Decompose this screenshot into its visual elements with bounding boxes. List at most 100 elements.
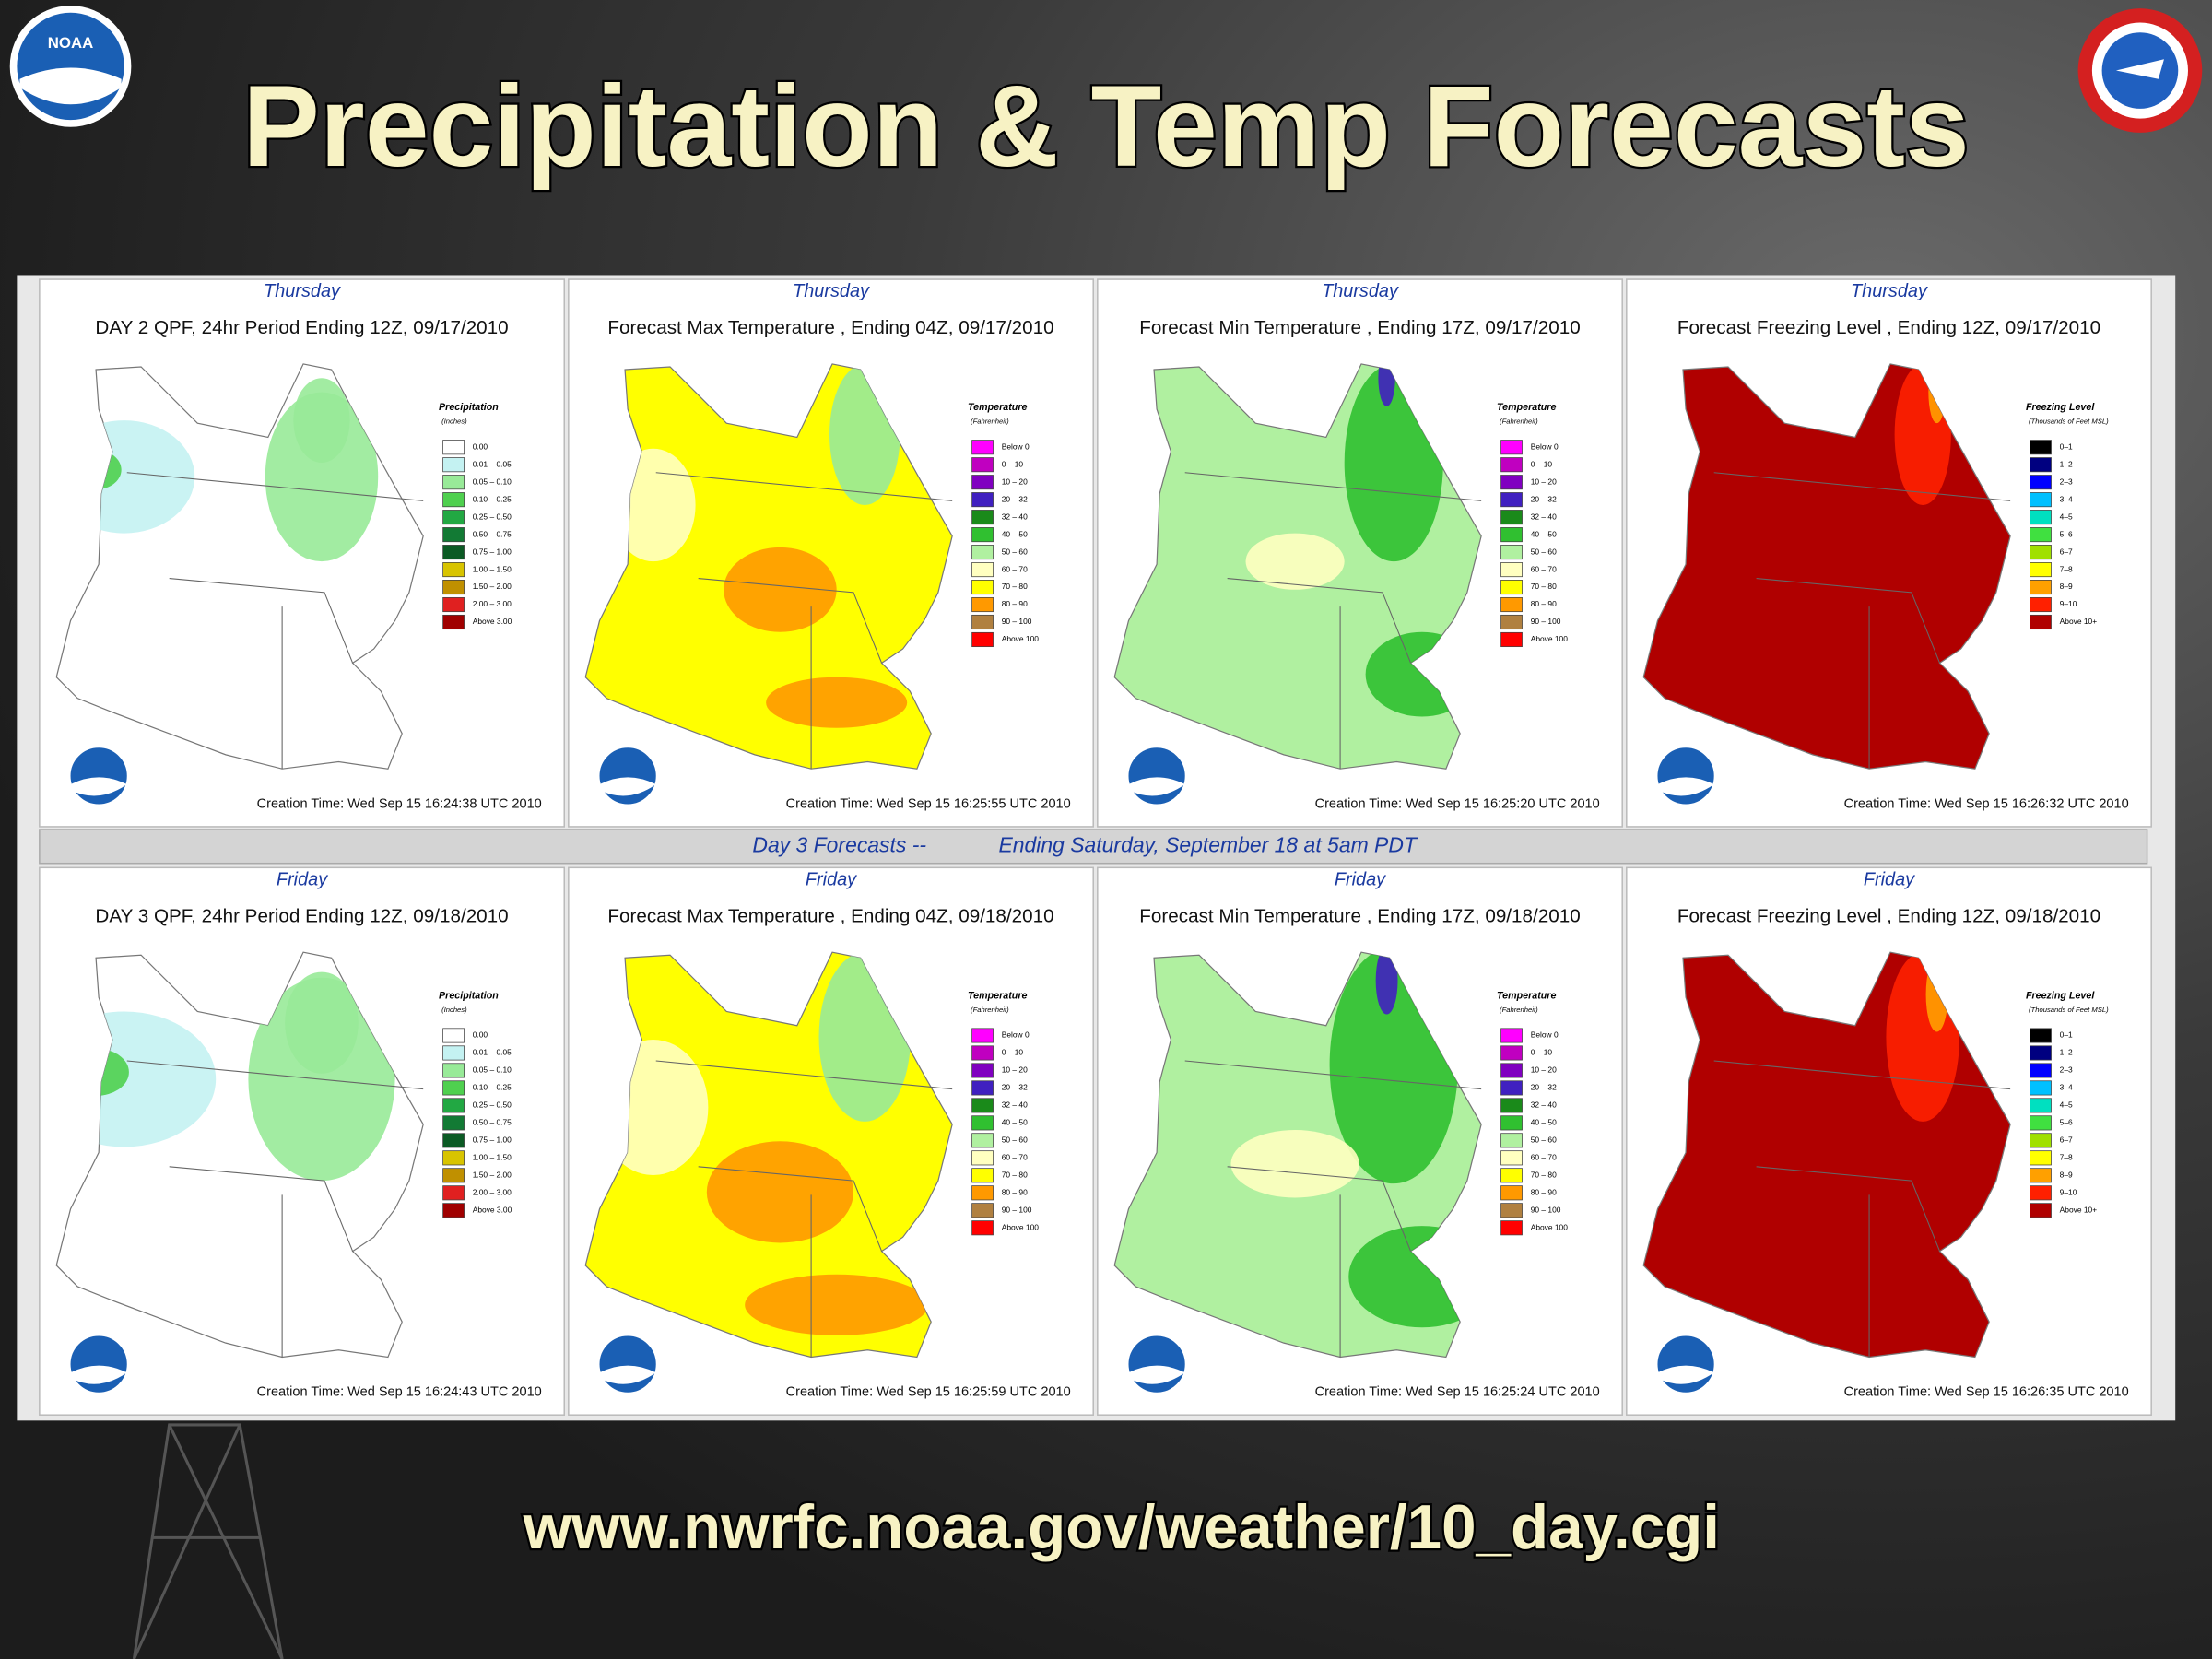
forecast-panel: Friday Forecast Freezing Level , Ending 1… bbox=[1626, 866, 2152, 1416]
legend-swatch bbox=[442, 1115, 465, 1131]
legend-swatch bbox=[2030, 1150, 2052, 1166]
legend-label: 0 – 10 bbox=[1531, 1048, 1553, 1057]
legend-label: 6–7 bbox=[2060, 547, 2073, 556]
legend-label: 70 – 80 bbox=[1531, 582, 1557, 591]
legend-swatch bbox=[1500, 1028, 1523, 1043]
state-border bbox=[126, 472, 424, 770]
legend-label: 4–5 bbox=[2060, 512, 2073, 521]
noaa-badge-bird bbox=[70, 1365, 127, 1384]
legend-swatch bbox=[442, 1098, 465, 1113]
legend-unit: (Fahrenheit) bbox=[971, 418, 1009, 426]
map bbox=[55, 363, 424, 770]
state-border bbox=[1184, 472, 1482, 770]
legend-swatch bbox=[442, 614, 465, 630]
legend-swatch bbox=[971, 580, 994, 595]
legend-swatch bbox=[2030, 562, 2052, 578]
legend-swatch bbox=[971, 1133, 994, 1148]
legend: Temperature (Fahrenheit) Below 0 0 – 10 10 –… bbox=[968, 402, 1039, 648]
legend-swatch bbox=[971, 631, 994, 648]
legend-swatch bbox=[971, 1080, 994, 1096]
legend-label: 80 – 90 bbox=[1531, 599, 1557, 608]
legend-swatch bbox=[971, 1063, 994, 1078]
legend-label: Below 0 bbox=[1002, 1030, 1030, 1040]
legend-label: Below 0 bbox=[1531, 1030, 1559, 1040]
legend-label: 2.00 – 3.00 bbox=[473, 599, 512, 608]
panel-title: DAY 2 QPF, 24hr Period Ending 12Z, 09/17… bbox=[95, 317, 508, 338]
legend-swatch bbox=[1500, 631, 1523, 648]
legend-title: Temperature bbox=[968, 402, 1027, 413]
legend: Temperature (Fahrenheit) Below 0 0 – 10 10 –… bbox=[968, 990, 1040, 1236]
legend-label: 3–4 bbox=[2060, 494, 2073, 503]
map-shade bbox=[265, 392, 379, 562]
map bbox=[584, 363, 953, 770]
legend: Freezing Level (Thousands of Feet MSL) 0–1… bbox=[2026, 402, 2109, 630]
legend-title: Precipitation bbox=[439, 990, 499, 1001]
legend-label: 5–6 bbox=[2060, 529, 2073, 538]
panel-title: Forecast Freezing Level , Ending 12Z, 09… bbox=[1677, 905, 2100, 926]
legend-label: 3–4 bbox=[2060, 1083, 2073, 1092]
legend-swatch bbox=[442, 492, 465, 508]
legend-label: 20 – 32 bbox=[1002, 494, 1028, 503]
creation-time: Creation Time: Wed Sep 15 16:25:55 UTC 2… bbox=[786, 796, 1071, 811]
map-shade bbox=[293, 378, 350, 464]
legend-label: 0.00 bbox=[473, 1030, 488, 1040]
state-border bbox=[1713, 472, 2011, 770]
legend-label: 10 – 20 bbox=[1531, 1065, 1557, 1075]
legend: Temperature (Fahrenheit) Below 0 0 – 10 10 –… bbox=[1497, 402, 1568, 648]
url: www.nwrfc.noaa.gov/weather/10_day.cgi bbox=[523, 1493, 1720, 1562]
legend-swatch bbox=[442, 1133, 465, 1148]
legend-label: 6–7 bbox=[2060, 1135, 2073, 1145]
legend-swatch bbox=[1500, 1080, 1523, 1096]
legend-label: 32 – 40 bbox=[1002, 512, 1028, 521]
legend-swatch bbox=[2030, 510, 2052, 525]
map-shading bbox=[610, 363, 908, 728]
legend-unit: (Thousands of Feet MSL) bbox=[2029, 418, 2109, 426]
legend-swatch bbox=[1500, 510, 1523, 525]
legend-swatch bbox=[1500, 1063, 1523, 1078]
legend-swatch bbox=[442, 1028, 465, 1043]
legend-label: 1.00 – 1.50 bbox=[473, 1153, 512, 1162]
forecast-panel: Friday Forecast Max Temperature , Ending … bbox=[568, 866, 1094, 1416]
legend-label: 40 – 50 bbox=[1531, 529, 1557, 538]
legend-swatch bbox=[1500, 440, 1523, 455]
legend-label: 80 – 90 bbox=[1002, 599, 1028, 608]
map-shade bbox=[706, 1141, 854, 1243]
legend-label: 2–3 bbox=[2060, 477, 2073, 486]
legend-swatch bbox=[1500, 1098, 1523, 1113]
legend-swatch bbox=[971, 1115, 994, 1131]
noaa-badge bbox=[65, 742, 133, 810]
legend-label: 70 – 80 bbox=[1002, 582, 1028, 591]
legend-swatch bbox=[442, 1203, 465, 1218]
legend-label: 2.00 – 3.00 bbox=[473, 1188, 512, 1197]
legend-label: 0.75 – 1.00 bbox=[473, 1135, 512, 1145]
map bbox=[1642, 951, 2011, 1359]
legend-swatch bbox=[2030, 457, 2052, 473]
state-border bbox=[126, 1060, 424, 1358]
legend-swatch bbox=[1500, 614, 1523, 630]
legend-label: 4–5 bbox=[2060, 1100, 2073, 1110]
legend-swatch bbox=[1500, 1185, 1523, 1201]
panel-title: Forecast Max Temperature , Ending 04Z, 0… bbox=[607, 905, 1053, 926]
map bbox=[55, 951, 424, 1359]
legend-swatch bbox=[442, 562, 465, 578]
map-shade bbox=[724, 547, 837, 632]
legend-title: Freezing Level bbox=[2026, 990, 2095, 1001]
legend-swatch bbox=[442, 1185, 465, 1201]
legend-label: 20 – 32 bbox=[1002, 1083, 1028, 1092]
legend-swatch bbox=[1500, 475, 1523, 490]
legend-label: 0.01 – 0.05 bbox=[473, 459, 512, 468]
legend-label: 90 – 100 bbox=[1002, 1205, 1032, 1214]
noaa-badge-bird bbox=[1128, 777, 1185, 796]
legend-label: 10 – 20 bbox=[1002, 477, 1028, 486]
legend-swatch bbox=[971, 527, 994, 543]
legend-swatch bbox=[971, 1220, 994, 1236]
legend-label: Above 100 bbox=[1002, 1222, 1040, 1231]
legend-swatch bbox=[1500, 527, 1523, 543]
legend-label: 10 – 20 bbox=[1002, 1065, 1028, 1075]
noaa-logo: NOAA bbox=[9, 6, 132, 127]
legend-swatch bbox=[2030, 614, 2052, 630]
legend-label: 0 – 10 bbox=[1531, 459, 1553, 468]
panel-title: Forecast Freezing Level , Ending 12Z, 09… bbox=[1677, 317, 2100, 338]
legend-label: 50 – 60 bbox=[1002, 547, 1028, 556]
